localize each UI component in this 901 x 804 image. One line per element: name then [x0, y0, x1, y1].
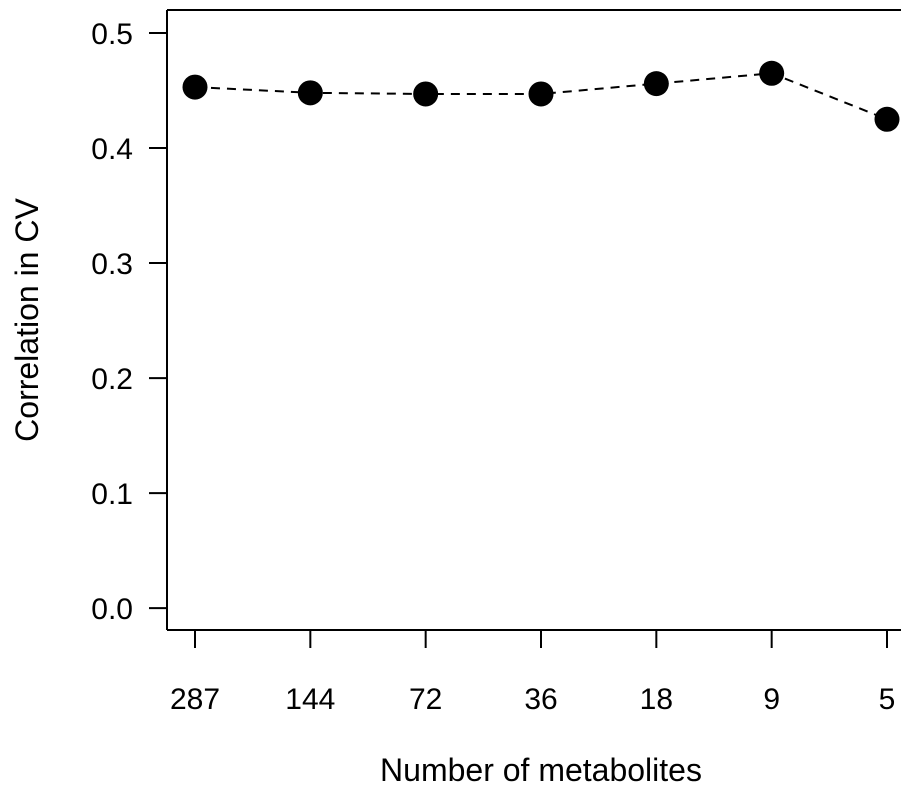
x-tick-label: 18	[640, 683, 673, 716]
y-tick-label: 0.4	[91, 133, 133, 166]
y-tick-label: 0.5	[91, 18, 133, 51]
series-group	[182, 60, 900, 132]
data-point	[874, 106, 900, 132]
x-tick-label: 5	[879, 683, 896, 716]
plot-frame	[166, 9, 901, 631]
y-tick-label: 0.2	[91, 363, 133, 396]
y-tick-label: 0.0	[91, 593, 133, 626]
data-point	[528, 81, 554, 107]
data-point	[759, 60, 785, 86]
data-point	[643, 71, 669, 97]
y-axis-title: Correlation in CV	[9, 198, 45, 442]
x-axis: 287 144 72 36 18 9 5	[170, 630, 895, 716]
x-tick-label: 36	[524, 683, 557, 716]
x-tick-label: 72	[409, 683, 442, 716]
y-axis: 0.0 0.1 0.2 0.3 0.4 0.5	[91, 18, 167, 626]
y-tick-label: 0.3	[91, 248, 133, 281]
data-point	[297, 80, 323, 106]
x-tick-label: 144	[285, 683, 335, 716]
data-point	[413, 81, 439, 107]
y-tick-label: 0.1	[91, 478, 133, 511]
x-axis-title: Number of metabolites	[380, 752, 702, 788]
x-tick-label: 287	[170, 683, 220, 716]
data-point	[182, 74, 208, 100]
x-tick-label: 9	[763, 683, 780, 716]
